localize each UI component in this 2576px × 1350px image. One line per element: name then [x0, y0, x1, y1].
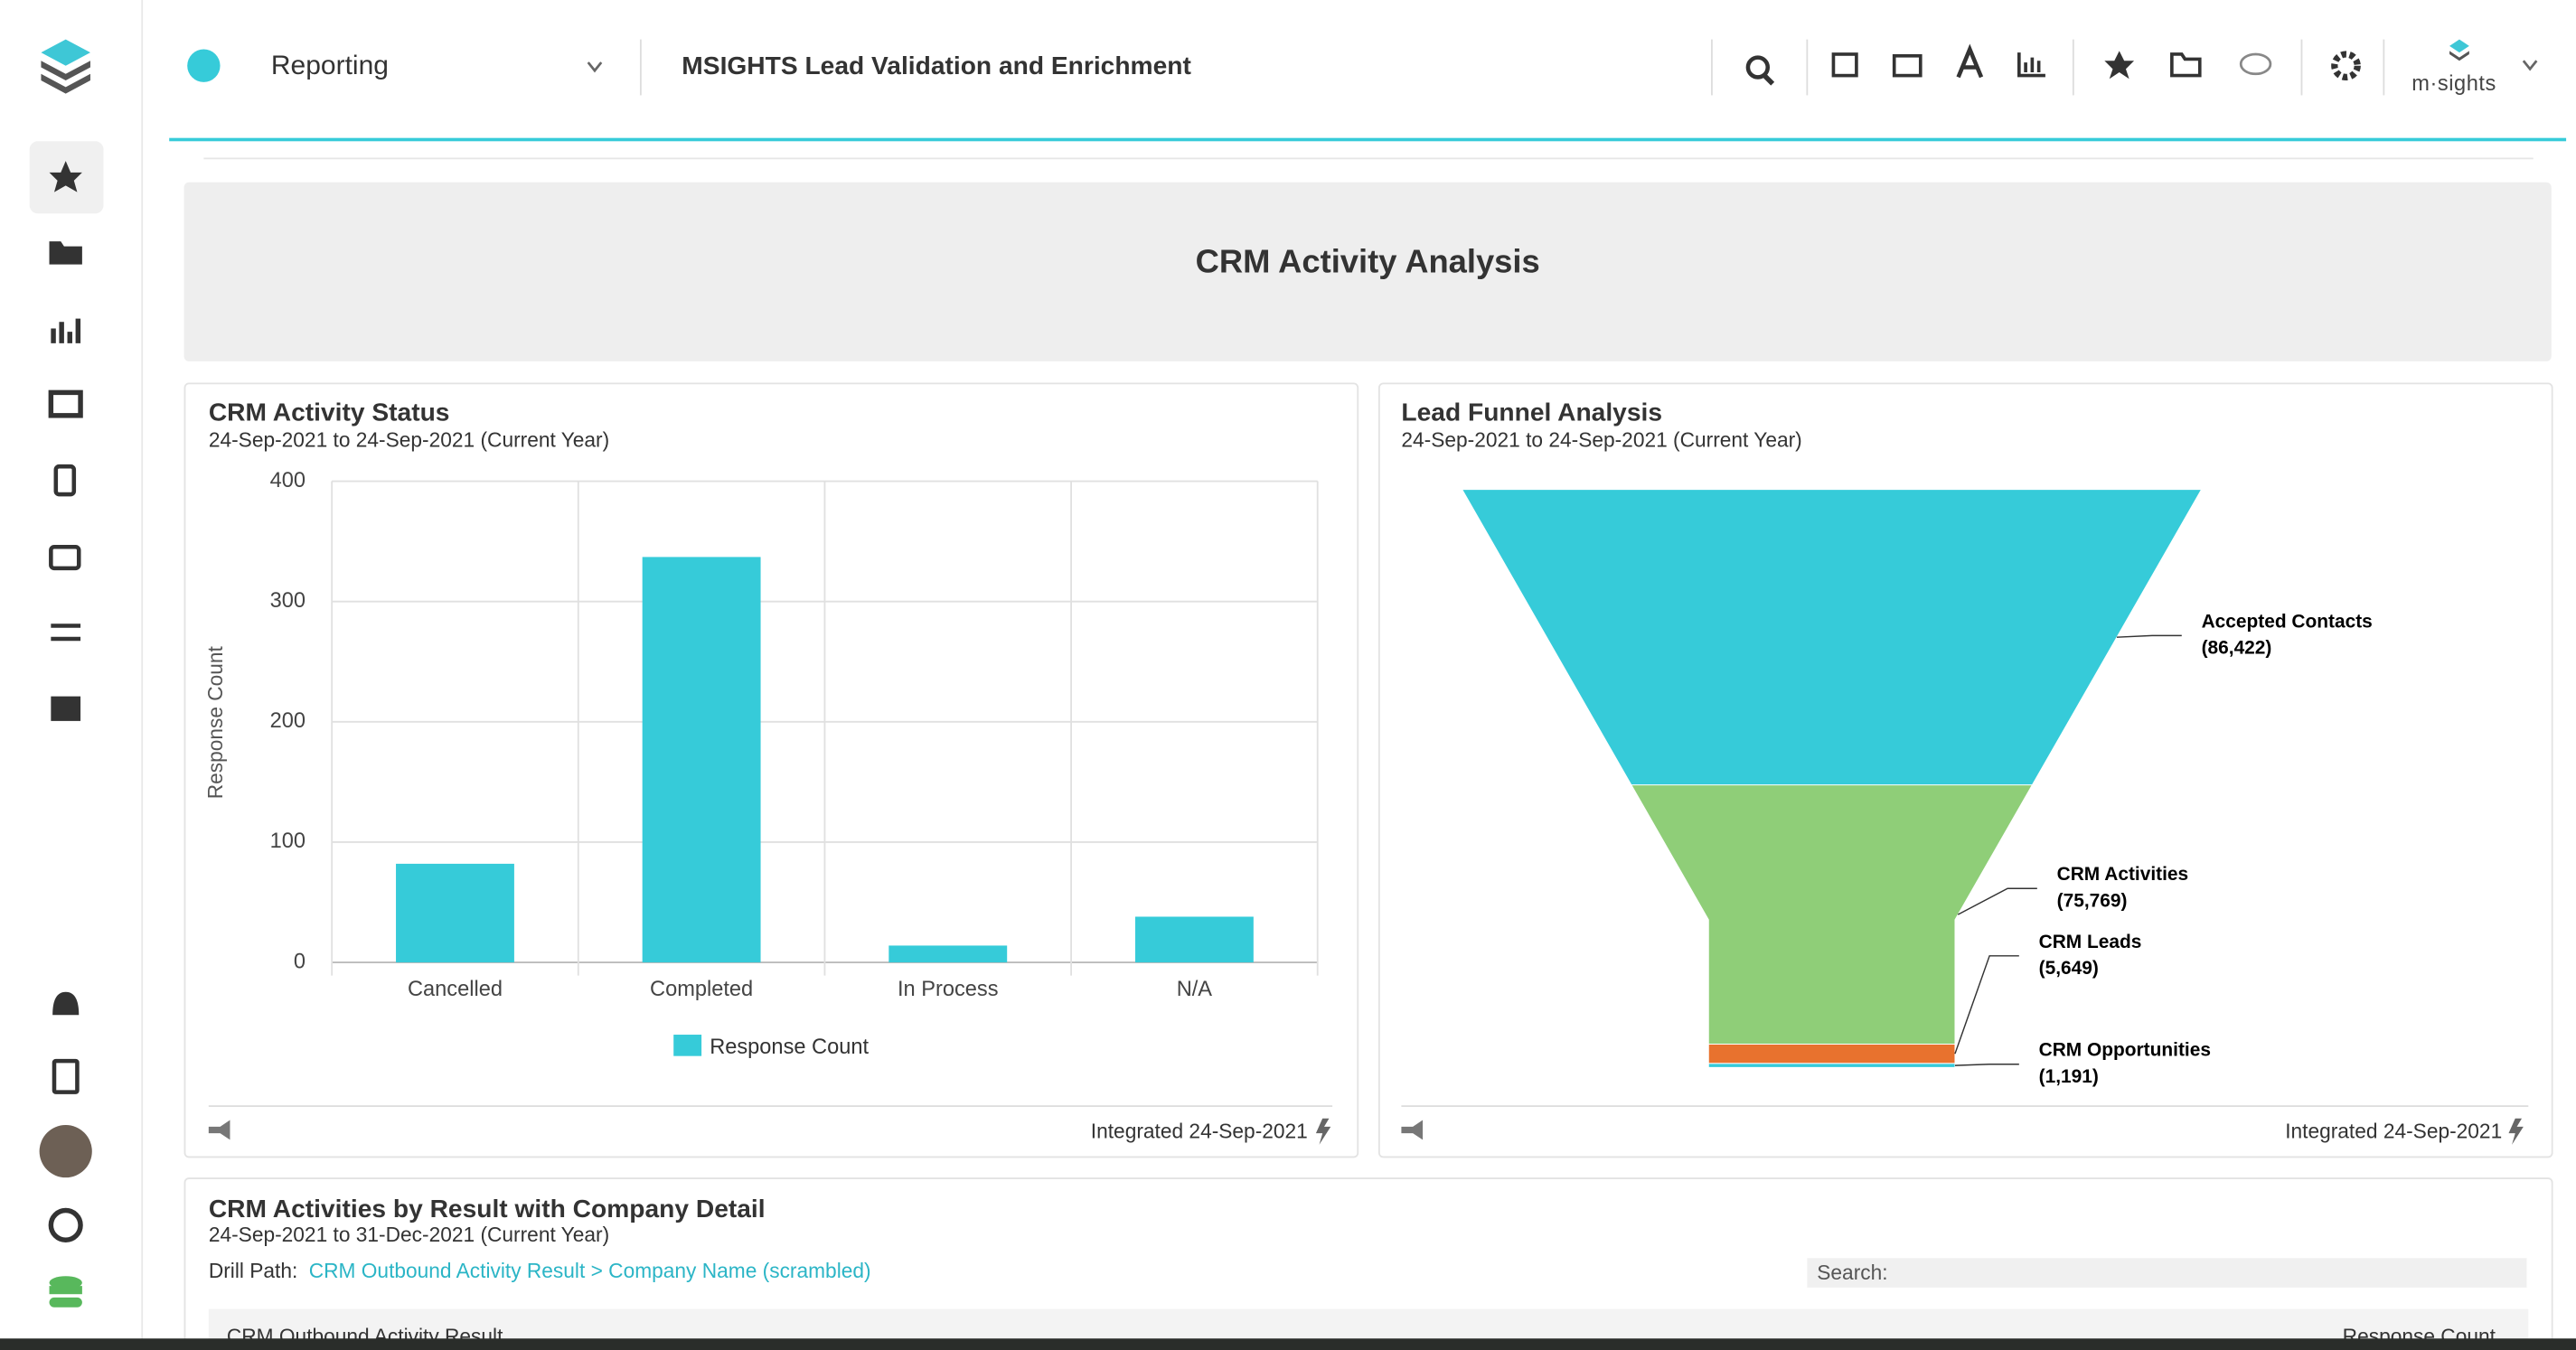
separator — [203, 157, 2534, 160]
search-box[interactable]: Search: — [1807, 1258, 2527, 1288]
folder-icon[interactable] — [2170, 52, 2202, 78]
nav-help[interactable] — [48, 1207, 83, 1242]
panel-title: CRM Activities by Result with Company De… — [208, 1195, 766, 1224]
brand-logo — [2449, 39, 2469, 53]
app-dropdown[interactable] — [587, 61, 603, 73]
dashboard-title: CRM Activity Analysis — [1195, 244, 1540, 281]
drill-label: Drill Path: — [208, 1260, 298, 1283]
sidebar-icons — [29, 39, 104, 1308]
search-label: Search: — [1817, 1261, 1888, 1285]
nav-notifications[interactable] — [52, 991, 80, 1016]
calendar-icon[interactable] — [1831, 52, 1858, 78]
app-dot — [187, 49, 221, 82]
drill-path[interactable]: CRM Outbound Activity Result > Company N… — [308, 1260, 871, 1283]
desktop-strip — [0, 1338, 2576, 1350]
header-icons — [187, 39, 2538, 96]
panel: CRM Activity Status 24-Sep-2021 to 24-Se… — [183, 382, 1359, 1158]
panel-subtitle: 24-Sep-2021 to 24-Sep-2021 (Current Year… — [208, 428, 610, 452]
footer-line — [208, 1105, 1333, 1108]
brand-logo — [2449, 51, 2469, 61]
chart-icon[interactable] — [2017, 52, 2045, 78]
panel-title: CRM Activity Status — [208, 398, 450, 427]
image-icon[interactable] — [1892, 53, 1923, 78]
footer-text: Integrated 24-Sep-2021 — [2285, 1120, 2503, 1143]
panel-subtitle: 24-Sep-2021 to 24-Sep-2021 (Current Year… — [1401, 428, 1802, 452]
settings-icon[interactable] — [2331, 51, 2361, 81]
nav-transfer[interactable] — [51, 623, 81, 642]
panel-title: Lead Funnel Analysis — [1401, 398, 1663, 427]
text-icon[interactable] — [1956, 43, 1984, 79]
dashboard-title-box: CRM Activity Analysis — [183, 182, 2552, 361]
comment-icon[interactable] — [2239, 52, 2272, 76]
nav-data[interactable] — [49, 1276, 82, 1308]
logo — [41, 39, 90, 94]
nav-folders[interactable] — [49, 241, 82, 265]
user-avatar[interactable] — [39, 1125, 92, 1178]
nav-documents[interactable] — [52, 1058, 80, 1094]
footer-line — [1401, 1105, 2529, 1108]
header-underline — [169, 137, 2567, 142]
user-dropdown[interactable] — [2522, 60, 2538, 71]
nav-archive[interactable] — [51, 696, 81, 721]
nav-favorites[interactable] — [49, 161, 82, 192]
table-panel: CRM Activities by Result with Company De… — [183, 1177, 2553, 1350]
nav-tables[interactable] — [48, 389, 83, 418]
brand-name: m·sights — [2411, 70, 2496, 96]
top-bar: Reporting MSIGHTS Lead Validation and En… — [143, 0, 2576, 139]
nav-analytics[interactable] — [51, 318, 81, 343]
favorite-icon[interactable] — [2104, 51, 2135, 80]
footer-text: Integrated 24-Sep-2021 — [1090, 1120, 1308, 1143]
nav-snapshots[interactable] — [49, 544, 81, 571]
page-title: MSIGHTS Lead Validation and Enrichment — [682, 52, 1191, 81]
nav-mobile[interactable] — [53, 464, 77, 497]
sidebar — [0, 0, 144, 1350]
app-selector[interactable]: Reporting — [270, 51, 389, 81]
search-icon[interactable] — [1745, 55, 1775, 86]
panel: Lead Funnel Analysis 24-Sep-2021 to 24-S… — [1377, 382, 2553, 1158]
panel-subtitle: 24-Sep-2021 to 31-Dec-2021 (Current Year… — [208, 1223, 610, 1247]
